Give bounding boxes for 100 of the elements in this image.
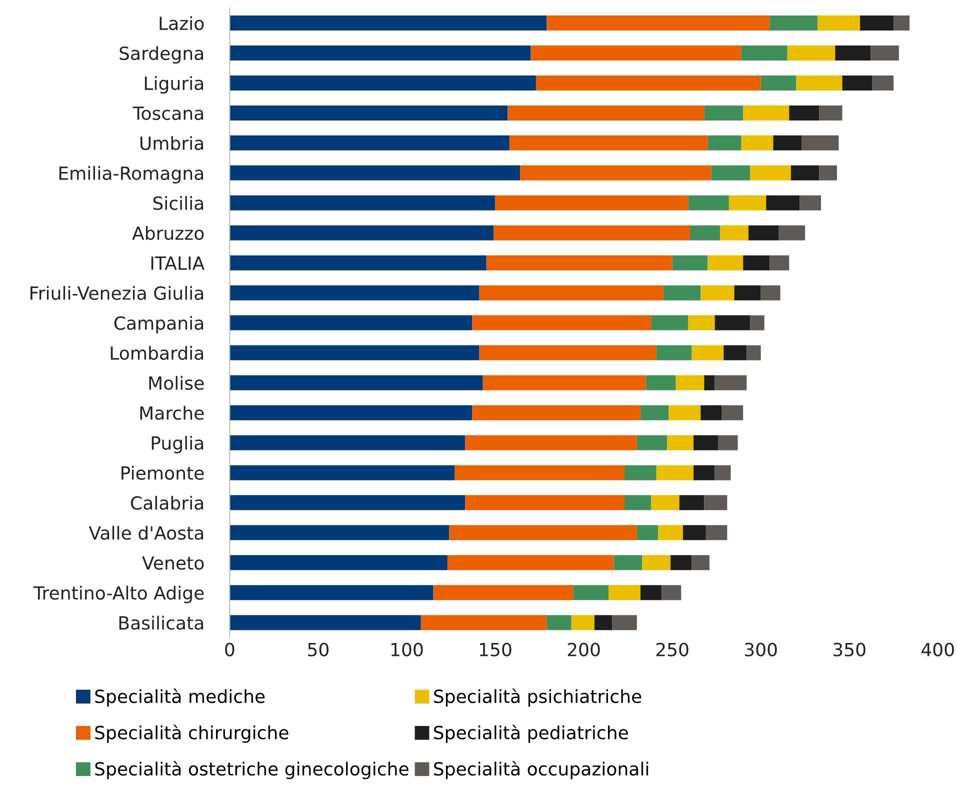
bar [750,315,764,330]
bar [640,405,669,420]
bar [894,16,910,31]
y-tick-label: Calabria [130,496,204,510]
x-tick-label: 250 [656,642,688,656]
bar [711,165,750,180]
bar [778,225,806,240]
bar [230,405,472,420]
bar [773,135,802,150]
bar [230,255,486,270]
bar [447,555,614,570]
bar [546,615,572,630]
bar [449,525,637,540]
bar [860,16,894,31]
bar [694,435,718,450]
y-tick-label: Valle d'Aosta [88,526,204,540]
x-tick-label: 350 [833,642,866,656]
bar [230,75,536,90]
bar [230,525,450,540]
bar [743,255,770,270]
bar [718,435,738,450]
bar [465,495,624,510]
bar [714,315,750,330]
legend-label: Specialità ostetriche ginecologiche [95,760,408,780]
bar [766,195,800,210]
y-tick-label: Puglia [152,436,204,454]
bar [770,16,818,31]
x-tick-label: 50 [308,642,328,656]
bar [508,105,704,120]
bar [536,75,761,90]
bar [787,45,836,60]
bar [486,255,672,270]
bar [230,345,480,360]
bar [520,165,712,180]
bar [835,45,871,60]
bar [704,495,728,510]
y-tick-label: Veneto [142,556,204,570]
bar [819,105,842,120]
bar [230,585,434,600]
bar [662,585,682,600]
legend-label: Specialità pediatriche [434,724,628,743]
bar [679,495,704,510]
bar [750,165,791,180]
bar [770,255,790,270]
legend-label: Specialità mediche [95,688,265,707]
bar [708,255,744,270]
bar [692,345,724,360]
bar [670,555,692,570]
legend-label: Specialità chirurgiche [95,724,288,743]
x-tick-label: 150 [480,642,512,656]
bar [454,465,624,480]
bar [230,195,496,210]
bar [612,615,637,630]
bar [741,45,788,60]
y-tick-label: Friuli-Venezia Giulia [30,286,204,300]
bar [676,375,704,390]
bar [495,195,688,210]
bar [230,285,480,300]
bar [666,435,694,450]
y-tick-label: Basilicata [119,616,204,630]
y-tick-label: Umbria [140,136,204,150]
bar [714,465,731,480]
bar [465,435,637,450]
bar [230,435,466,450]
bar [789,105,820,120]
bar [663,285,701,300]
bar [640,585,662,600]
bar [230,555,448,570]
y-tick-label: Sardegna [120,46,204,64]
y-tick-label: Campania [114,316,204,334]
bar [230,105,508,120]
bar [668,405,701,420]
bar [682,525,706,540]
bar [796,75,842,90]
bar [608,585,640,600]
bar [230,465,455,480]
bar [760,285,780,300]
x-tick-label: 300 [744,642,777,656]
bar [872,75,894,90]
bar [636,525,658,540]
bar [714,375,747,390]
bar [230,615,421,630]
bar [230,16,547,31]
bar [530,45,742,60]
bar [722,405,744,420]
bar [230,135,510,150]
bar [614,555,642,570]
bar [230,225,494,240]
bar [802,135,839,150]
bar [642,555,671,570]
bar [734,285,761,300]
bar [479,345,656,360]
bar [658,525,683,540]
bar [819,165,837,180]
legend-label: Specialità occupazionali [434,760,648,780]
y-tick-label: Lombardia [110,346,204,360]
bar [748,225,779,240]
bar [704,375,715,390]
y-tick-label: ITALIA [151,256,205,270]
y-tick-label: Piemonte [122,466,204,480]
